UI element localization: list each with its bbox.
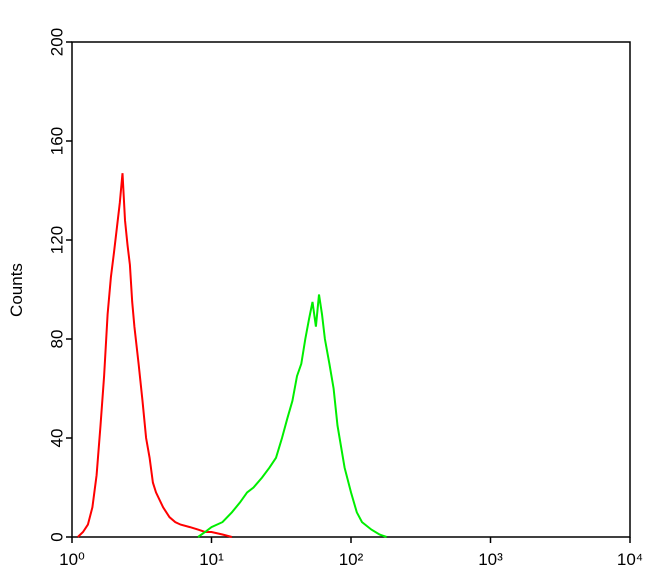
plot-frame [71,41,631,538]
x-tick-label: 10² [339,550,364,569]
histogram-line [77,173,233,538]
y-axis-label: Counts [7,263,26,317]
y-tick-label: 120 [47,226,66,254]
y-tick-label: 200 [47,28,66,56]
x-tick-label: 10⁴ [617,550,643,569]
x-tick-label: 10⁰ [59,550,85,569]
y-tick-label: 0 [47,532,66,541]
histogram-line [197,294,387,538]
y-tick-label: 160 [47,127,66,155]
y-tick-label: 80 [47,330,66,349]
x-tick-label: 10¹ [199,550,224,569]
x-tick-label: 10³ [478,550,503,569]
y-tick-label: 40 [47,429,66,448]
